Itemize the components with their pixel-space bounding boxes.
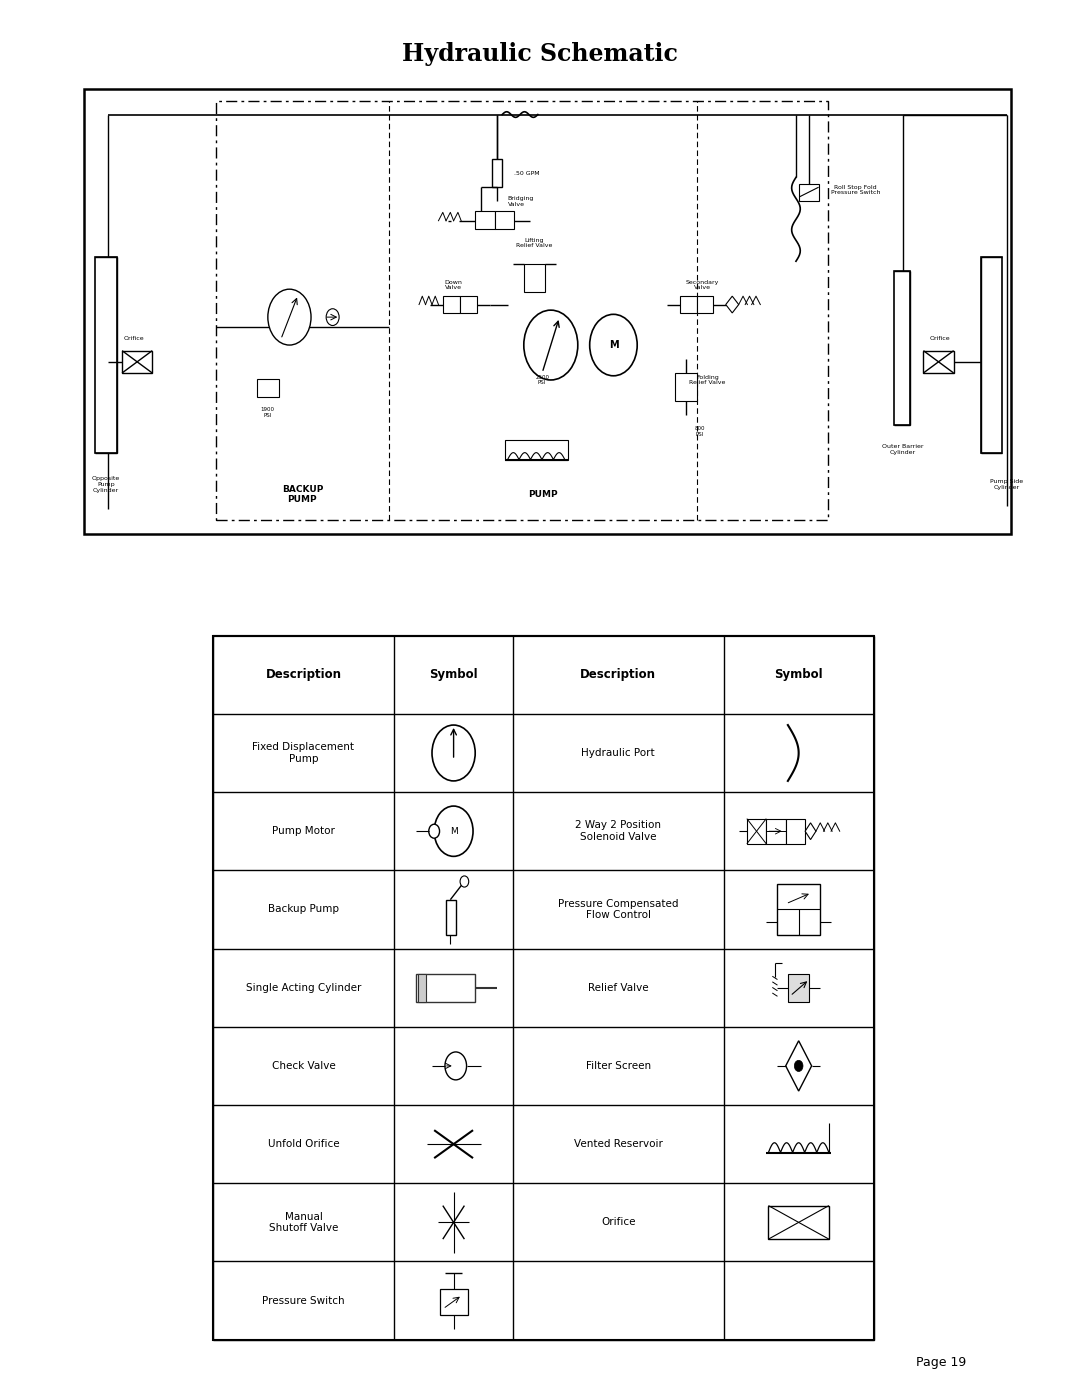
Text: Lifting
Relief Valve: Lifting Relief Valve xyxy=(516,237,553,249)
Text: 2500
PSI: 2500 PSI xyxy=(536,374,549,386)
Text: .50 GPM: .50 GPM xyxy=(514,170,540,176)
Bar xyxy=(257,379,279,397)
Bar xyxy=(418,974,426,1002)
Text: Outer Barrier
Cylinder: Outer Barrier Cylinder xyxy=(882,444,923,455)
Bar xyxy=(495,211,514,229)
Circle shape xyxy=(326,309,339,326)
Text: 1900
PSI: 1900 PSI xyxy=(261,407,274,418)
Bar xyxy=(95,257,117,453)
Text: Check Valve: Check Valve xyxy=(271,1060,336,1071)
Bar xyxy=(675,373,697,401)
Text: Secondary
Valve: Secondary Valve xyxy=(686,279,718,291)
Bar xyxy=(460,296,477,313)
Bar xyxy=(443,296,460,313)
Text: Orifice: Orifice xyxy=(602,1217,635,1228)
Text: BACKUP
PUMP: BACKUP PUMP xyxy=(282,485,323,504)
Bar xyxy=(778,884,821,935)
Text: Description: Description xyxy=(580,668,657,682)
Text: Opposite
Pump
Cylinder: Opposite Pump Cylinder xyxy=(92,476,120,493)
Text: Description: Description xyxy=(266,668,341,682)
Bar xyxy=(84,89,1011,534)
Text: Orifice: Orifice xyxy=(123,335,145,341)
Bar xyxy=(524,264,545,292)
Text: PUMP: PUMP xyxy=(528,490,558,499)
Bar xyxy=(213,636,874,1340)
Text: Manual
Shutoff Valve: Manual Shutoff Valve xyxy=(269,1211,338,1234)
Bar xyxy=(122,351,152,373)
Bar xyxy=(446,900,456,935)
Bar xyxy=(475,211,495,229)
Text: Symbol: Symbol xyxy=(429,668,478,682)
Bar xyxy=(923,351,954,373)
Bar xyxy=(787,974,810,1002)
Bar xyxy=(216,101,828,520)
Text: Single Acting Cylinder: Single Acting Cylinder xyxy=(246,982,361,993)
Text: Hydraulic Port: Hydraulic Port xyxy=(581,747,656,759)
Circle shape xyxy=(524,310,578,380)
Circle shape xyxy=(432,725,475,781)
Bar xyxy=(747,819,767,844)
Bar xyxy=(505,440,568,460)
Text: Pump Motor: Pump Motor xyxy=(272,826,335,837)
Text: Vented Reservoir: Vented Reservoir xyxy=(573,1139,663,1150)
Polygon shape xyxy=(806,823,816,840)
Text: Folding
Relief Valve: Folding Relief Valve xyxy=(689,374,726,386)
Text: Orifice: Orifice xyxy=(929,335,950,341)
Bar xyxy=(697,296,713,313)
Text: 800
PSI: 800 PSI xyxy=(694,426,705,437)
Text: Page 19: Page 19 xyxy=(916,1356,967,1369)
Text: Relief Valve: Relief Valve xyxy=(588,982,649,993)
Text: Filter Screen: Filter Screen xyxy=(585,1060,651,1071)
Circle shape xyxy=(590,314,637,376)
Circle shape xyxy=(794,1060,804,1071)
Bar xyxy=(680,296,697,313)
Text: Pump Side
Cylinder: Pump Side Cylinder xyxy=(990,479,1023,490)
Circle shape xyxy=(445,1052,467,1080)
Bar xyxy=(894,271,910,425)
Text: Down
Valve: Down Valve xyxy=(445,279,462,291)
Bar xyxy=(766,819,785,844)
Text: Bridging
Valve: Bridging Valve xyxy=(508,196,534,207)
Text: Backup Pump: Backup Pump xyxy=(268,904,339,915)
Bar xyxy=(440,1289,468,1315)
Text: Fixed Displacement
Pump: Fixed Displacement Pump xyxy=(253,742,354,764)
Bar xyxy=(785,819,806,844)
Bar xyxy=(981,257,1002,453)
Text: Pressure Switch: Pressure Switch xyxy=(262,1295,345,1306)
Circle shape xyxy=(434,806,473,856)
Bar xyxy=(416,974,475,1002)
Text: Pressure Compensated
Flow Control: Pressure Compensated Flow Control xyxy=(558,898,678,921)
Bar xyxy=(799,184,819,201)
Text: M: M xyxy=(609,339,618,351)
Text: Hydraulic Schematic: Hydraulic Schematic xyxy=(402,42,678,66)
Circle shape xyxy=(429,824,440,838)
Bar xyxy=(769,1206,829,1239)
Bar xyxy=(492,159,502,187)
Circle shape xyxy=(460,876,469,887)
Polygon shape xyxy=(726,296,739,313)
Text: M: M xyxy=(449,827,458,835)
Polygon shape xyxy=(785,1041,812,1091)
Text: Symbol: Symbol xyxy=(774,668,823,682)
Text: Roll Stop Fold
Pressure Switch: Roll Stop Fold Pressure Switch xyxy=(831,184,880,196)
Circle shape xyxy=(268,289,311,345)
Text: Unfold Orifice: Unfold Orifice xyxy=(268,1139,339,1150)
Text: 2 Way 2 Position
Solenoid Valve: 2 Way 2 Position Solenoid Valve xyxy=(576,820,661,842)
